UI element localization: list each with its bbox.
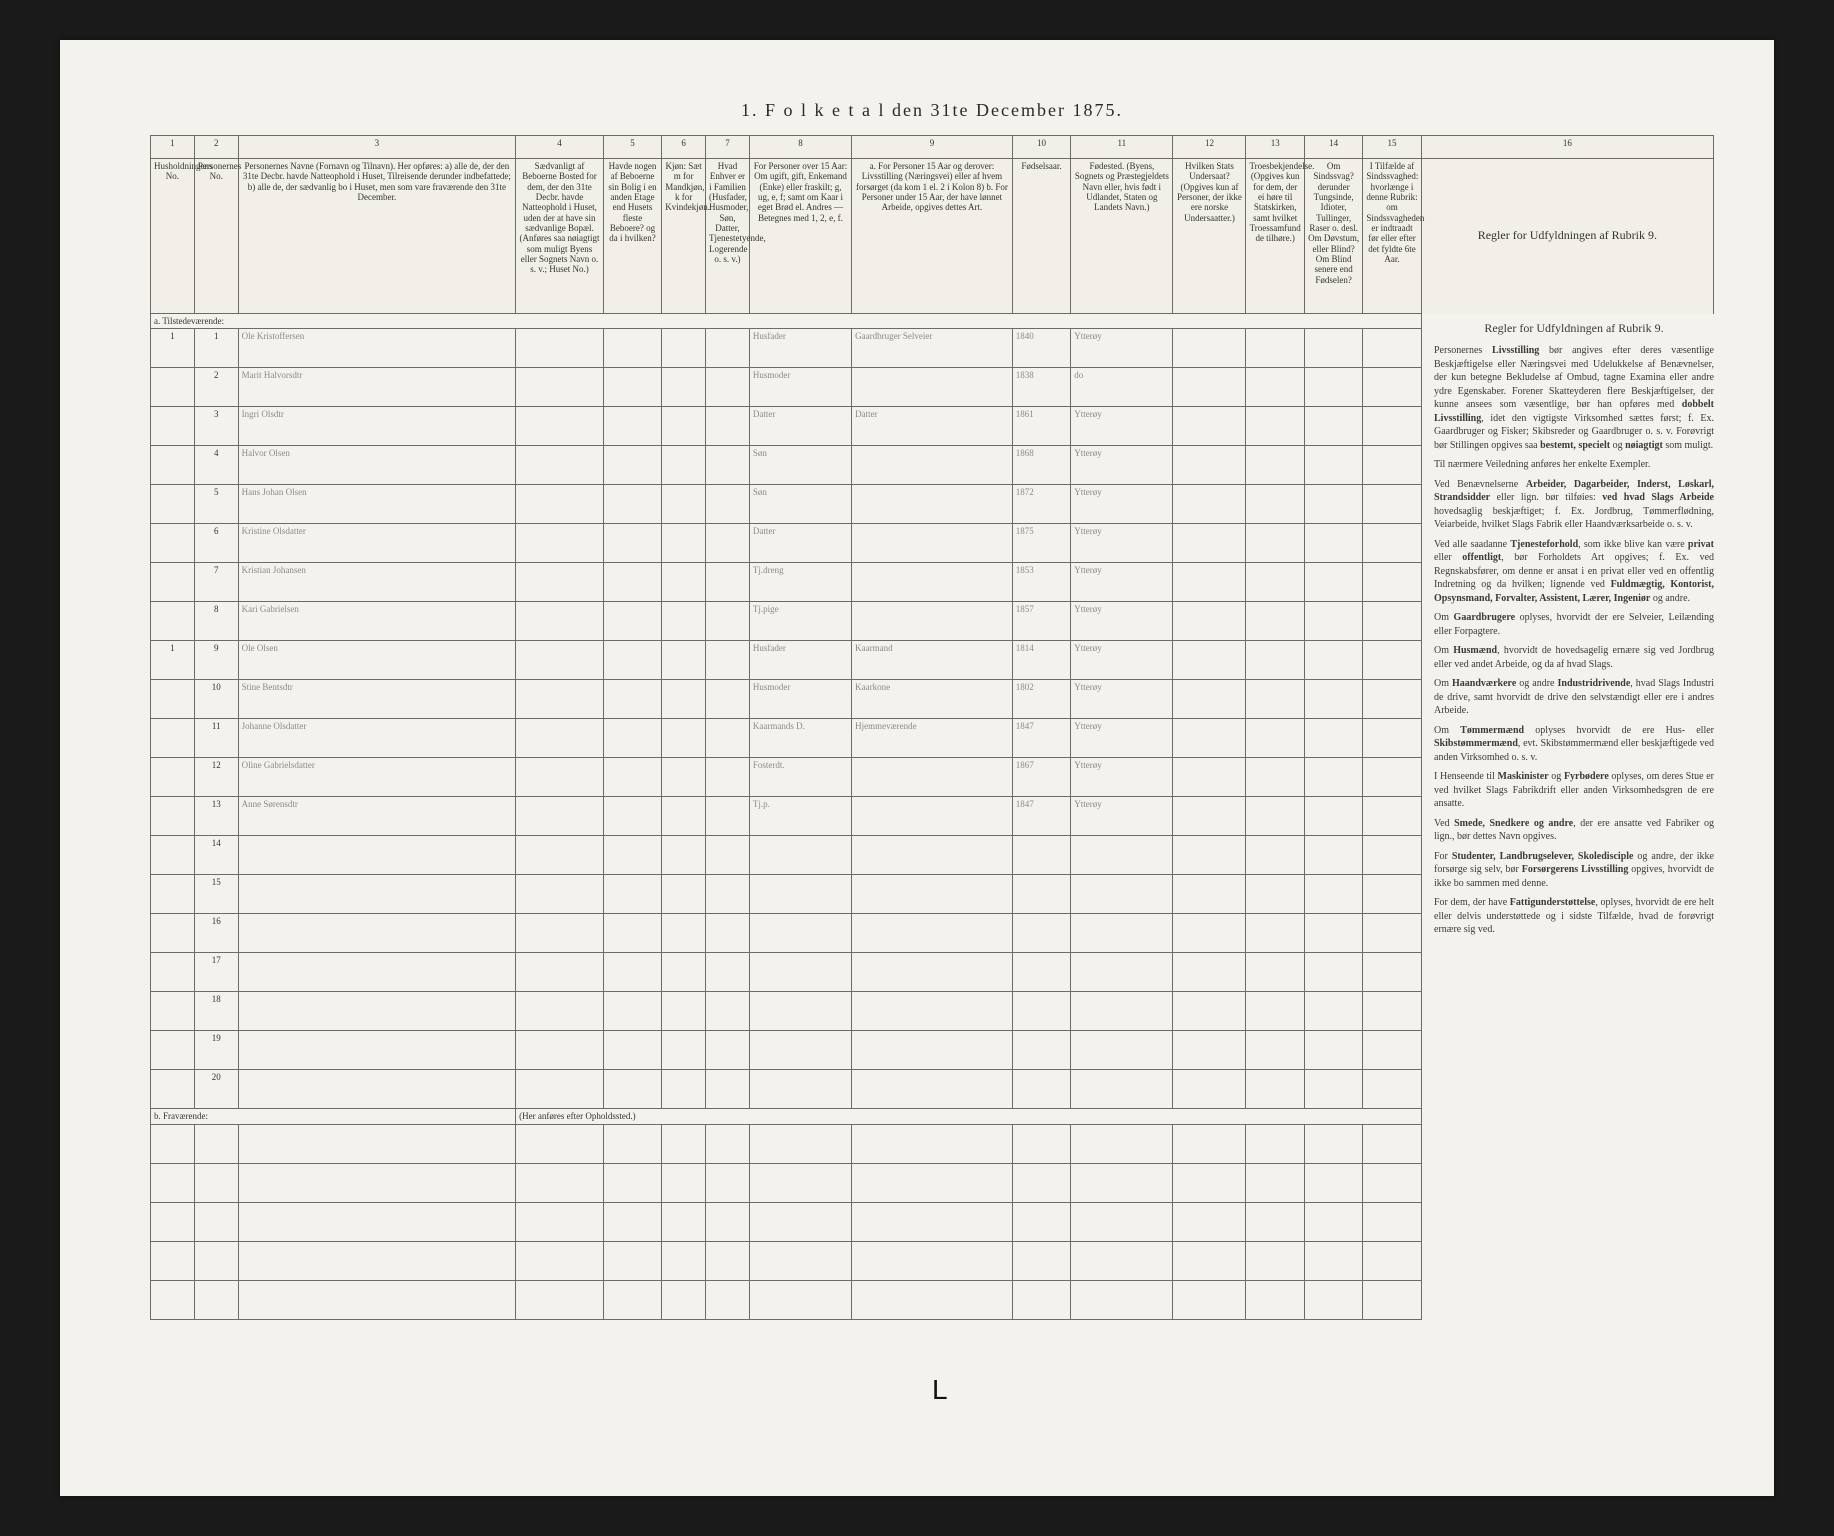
column-header: Sædvanligt af Beboerne Bosted for dem, d… [516, 159, 604, 314]
column-header: Kjøn: Sæt m for Mandkjøn, k for Kvindekj… [662, 159, 706, 314]
column-number: 5 [603, 136, 661, 159]
column-number: 2 [194, 136, 238, 159]
column-header: Husholdningens No. [151, 159, 195, 314]
instructions-paragraph: Personernes Livsstilling bør angives eft… [1434, 344, 1714, 452]
column-header: Troesbekjendelse. (Opgives kun for dem, … [1246, 159, 1304, 314]
instructions-paragraph: I Henseende til Maskinister og Fyrbødere… [1434, 770, 1714, 811]
column-number: 7 [706, 136, 750, 159]
column-header: Regler for Udfyldningen af Rubrik 9. [1421, 159, 1713, 314]
column-header: Hvad Enhver er i Familien (Husfader, Hus… [706, 159, 750, 314]
column-header: Personernes Navne (Fornavn og Tilnavn). … [238, 159, 516, 314]
column-header: Personernes No. [194, 159, 238, 314]
instructions-paragraph: Om Tømmermænd oplyses hvorvidt de ere Hu… [1434, 724, 1714, 765]
instructions-paragraph: Om Haandværkere og andre Industridrivend… [1434, 677, 1714, 718]
section-b-sub: (Her anføres efter Opholdssted.) [516, 1109, 1422, 1124]
column-number: 6 [662, 136, 706, 159]
column-header: Om Sindssvag? derunder Tungsinde, Idiote… [1304, 159, 1362, 314]
column-header: Havde nogen af Beboerne sin Bolig i en a… [603, 159, 661, 314]
column-number: 13 [1246, 136, 1304, 159]
document-content: 1. F o l k e t a l den 31te December 187… [150, 100, 1714, 1436]
instructions-paragraph: Ved Smede, Snedkere og andre, der ere an… [1434, 817, 1714, 844]
column-number: 3 [238, 136, 516, 159]
instructions-paragraph: Om Husmænd, hvorvidt de hovedsagelig ern… [1434, 644, 1714, 671]
instructions-panel: Regler for Udfyldningen af Rubrik 9. Pers… [1434, 320, 1714, 943]
instructions-paragraph: Ved Benævnelserne Arbeider, Dagarbeider,… [1434, 478, 1714, 532]
column-number: 12 [1173, 136, 1246, 159]
section-b-heading: b. Fraværende: [151, 1109, 516, 1124]
column-number: 9 [852, 136, 1013, 159]
column-header: Fødselsaar. [1012, 159, 1070, 314]
document-paper: 1. F o l k e t a l den 31te December 187… [60, 40, 1774, 1496]
instructions-paragraph: For Studenter, Landbrugselever, Skoledis… [1434, 850, 1714, 891]
column-header: Hvilken Stats Undersaat? (Opgives kun af… [1173, 159, 1246, 314]
column-number: 1 [151, 136, 195, 159]
section-a-heading: a. Tilstedeværende: [151, 314, 1422, 329]
instructions-paragraph: For dem, der have Fattigunderstøttelse, … [1434, 896, 1714, 937]
table-head: 12345678910111213141516 Husholdningens N… [151, 136, 1714, 314]
instructions-paragraph: Til nærmere Veiledning anføres her enkel… [1434, 458, 1714, 472]
column-number: 4 [516, 136, 604, 159]
instructions-heading: Regler for Udfyldningen af Rubrik 9. [1434, 320, 1714, 336]
instructions-paragraph: Ved alle saadanne Tjenesteforhold, som i… [1434, 538, 1714, 606]
column-number: 16 [1421, 136, 1713, 159]
column-number: 8 [749, 136, 851, 159]
page-title: 1. F o l k e t a l den 31te December 187… [150, 100, 1714, 121]
column-number: 14 [1304, 136, 1362, 159]
scan-frame: 1. F o l k e t a l den 31te December 187… [0, 0, 1834, 1536]
column-number: 15 [1363, 136, 1421, 159]
column-header: Fødested. (Byens, Sognets og Præstegjeld… [1071, 159, 1173, 314]
column-header: a. For Personer 15 Aar og derover: Livss… [852, 159, 1013, 314]
page-mark: L [932, 1374, 948, 1406]
column-number: 11 [1071, 136, 1173, 159]
column-header: I Tilfælde af Sindssvaghed: hvorlænge i … [1363, 159, 1421, 314]
instructions-paragraph: Om Gaardbrugere oplyses, hvorvidt der er… [1434, 611, 1714, 638]
column-number: 10 [1012, 136, 1070, 159]
